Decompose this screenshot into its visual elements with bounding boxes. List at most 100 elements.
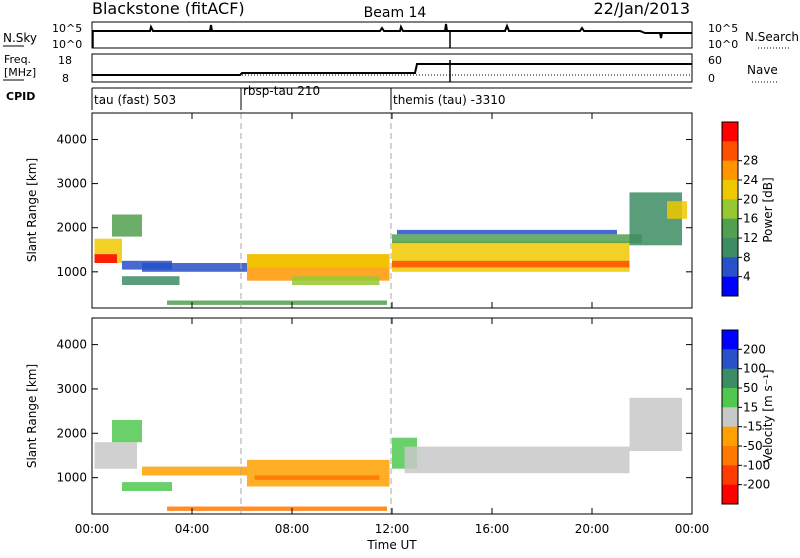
power-colorbar-label: Power [dB] bbox=[761, 177, 775, 242]
colorbar-swatch bbox=[722, 180, 738, 200]
power-echo-band-2 bbox=[112, 214, 142, 237]
velocity-echo-band-8 bbox=[404, 446, 630, 474]
colorbar-swatch bbox=[722, 484, 738, 505]
power-data-layer bbox=[94, 192, 687, 305]
colorbar-tick-label: 50 bbox=[743, 381, 758, 395]
colorbar-tick-label: -100 bbox=[743, 458, 770, 472]
colorbar-swatch bbox=[722, 257, 738, 278]
power-echo-band-4 bbox=[142, 263, 247, 272]
colorbar-swatch bbox=[722, 388, 738, 408]
power-echo-band-12 bbox=[392, 234, 642, 244]
y-tick-label: 2000 bbox=[56, 426, 87, 440]
power-colorbar: 4 8 12 16 20 24 28 bbox=[721, 121, 758, 297]
x-tick-label: 16:00 bbox=[475, 522, 510, 536]
colorbar-swatch bbox=[722, 238, 738, 258]
cpid-panel: CPID tau (fast) 503 rbsp-tau 210 themis … bbox=[6, 84, 692, 110]
x-tick-label: 00:00 bbox=[675, 522, 710, 536]
freq-tick-top: 18 bbox=[58, 54, 72, 67]
y-tick-label: 3000 bbox=[56, 177, 87, 191]
power-echo-band-1 bbox=[94, 254, 117, 263]
freq-label-line1: Freq. bbox=[4, 53, 31, 66]
freq-tick-bottom: 8 bbox=[62, 72, 69, 85]
nave-tick-top: 60 bbox=[708, 54, 722, 67]
colorbar-swatch bbox=[722, 141, 738, 162]
x-tick-label: 20:00 bbox=[575, 522, 610, 536]
cpid-segment-0: tau (fast) 503 bbox=[94, 93, 176, 107]
power-y-axis: 1000 2000 3000 4000 bbox=[56, 132, 692, 279]
colorbar-tick-label: 20 bbox=[743, 192, 758, 206]
colorbar-swatch bbox=[722, 276, 738, 297]
colorbar-tick-label: 12 bbox=[743, 231, 758, 245]
colorbar-swatch bbox=[722, 446, 738, 466]
cpid-segment-1: rbsp-tau 210 bbox=[243, 84, 320, 98]
y-tick-label: 4000 bbox=[56, 338, 87, 352]
noise-left-tick-top: 10^5 bbox=[52, 22, 82, 35]
power-echo-band-5 bbox=[122, 276, 180, 285]
noise-right-tick-top: 10^5 bbox=[708, 22, 738, 35]
colorbar-swatch bbox=[722, 122, 738, 142]
y-tick-label: 1000 bbox=[56, 265, 87, 279]
power-echo-band-6 bbox=[167, 300, 387, 305]
x-tick-label: 00:00 bbox=[75, 522, 110, 536]
velocity-echo-band-5 bbox=[247, 459, 390, 487]
colorbar-tick-label: 100 bbox=[743, 362, 766, 376]
colorbar-swatch bbox=[722, 160, 738, 181]
colorbar-tick-label: 200 bbox=[743, 342, 766, 356]
velocity-y-axis: 1000 2000 3000 4000 bbox=[56, 338, 692, 485]
colorbar-tick-label: -50 bbox=[743, 439, 763, 453]
power-echo-band-9 bbox=[292, 276, 380, 285]
nave-label: Nave bbox=[747, 63, 778, 77]
colorbar-frame bbox=[721, 329, 739, 505]
noise-sky-trace bbox=[92, 23, 692, 39]
station-title: Blackstone (fitACF) bbox=[92, 0, 245, 18]
colorbar-swatch bbox=[722, 199, 738, 220]
date-title: 22/Jan/2013 bbox=[593, 0, 690, 18]
colorbar-tick-label: -200 bbox=[743, 478, 770, 492]
velocity-panel: 1000 2000 3000 4000 Slant Range [km] 200 100… bbox=[25, 113, 775, 552]
colorbar-tick-label: 16 bbox=[743, 212, 758, 226]
noise-panel-frame bbox=[91, 21, 693, 49]
x-tick-label: 12:00 bbox=[375, 522, 410, 536]
freq-panel: Freq. [MHz] 18 8 60 0 Nave bbox=[3, 53, 778, 85]
noise-left-tick-bottom: 10^0 bbox=[52, 38, 82, 51]
velocity-echo-band-1 bbox=[112, 420, 142, 443]
colorbar-swatch bbox=[722, 218, 738, 239]
y-tick-label: 3000 bbox=[56, 382, 87, 396]
beam-title: Beam 14 bbox=[364, 5, 427, 21]
velocity-echo-band-2 bbox=[122, 482, 172, 491]
velocity-echo-band-4 bbox=[167, 506, 387, 511]
power-panel: 1000 2000 3000 4000 Slant Range [km] 4 8 12 16… bbox=[25, 112, 775, 309]
y-tick-label: 2000 bbox=[56, 221, 87, 235]
y-tick-label: 1000 bbox=[56, 471, 87, 485]
colorbar-tick-label: 24 bbox=[743, 173, 758, 187]
freq-label-line2: [MHz] bbox=[4, 66, 36, 79]
colorbar-tick-label: 4 bbox=[743, 270, 751, 284]
colorbar-swatch bbox=[722, 426, 738, 447]
power-panel-frame bbox=[91, 112, 693, 309]
y-tick-label: 4000 bbox=[56, 132, 87, 146]
velocity-echo-band-3 bbox=[142, 466, 247, 476]
power-echo-band-13 bbox=[397, 229, 617, 235]
colorbar-swatch bbox=[722, 465, 738, 486]
time-x-axis: 00:00 04:00 08:00 12:00 16:00 20:00 00:00 bbox=[75, 113, 710, 536]
noise-right-label: N.Search bbox=[745, 30, 799, 44]
colorbar-tick-label: -15 bbox=[743, 420, 763, 434]
velocity-echo-band-6 bbox=[254, 475, 380, 480]
colorbar-swatch bbox=[722, 407, 738, 428]
colorbar-tick-label: 28 bbox=[743, 154, 758, 168]
power-ylabel: Slant Range [km] bbox=[25, 158, 39, 262]
x-tick-label: 08:00 bbox=[275, 522, 310, 536]
noise-right-tick-bottom: 10^0 bbox=[708, 38, 738, 51]
freq-panel-frame bbox=[91, 53, 693, 83]
colorbar-swatch bbox=[722, 330, 738, 350]
colorbar-swatch bbox=[722, 349, 738, 370]
velocity-echo-band-0 bbox=[94, 442, 137, 469]
power-echo-band-15 bbox=[667, 201, 687, 219]
velocity-ylabel: Slant Range [km] bbox=[25, 364, 39, 468]
velocity-colorbar: 200 100 50 15 -15 -50 -100 -200 bbox=[721, 329, 770, 505]
power-echo-band-14 bbox=[629, 192, 682, 246]
cpid-segment-2: themis (tau) -3310 bbox=[393, 93, 506, 107]
velocity-data-layer bbox=[94, 397, 682, 511]
